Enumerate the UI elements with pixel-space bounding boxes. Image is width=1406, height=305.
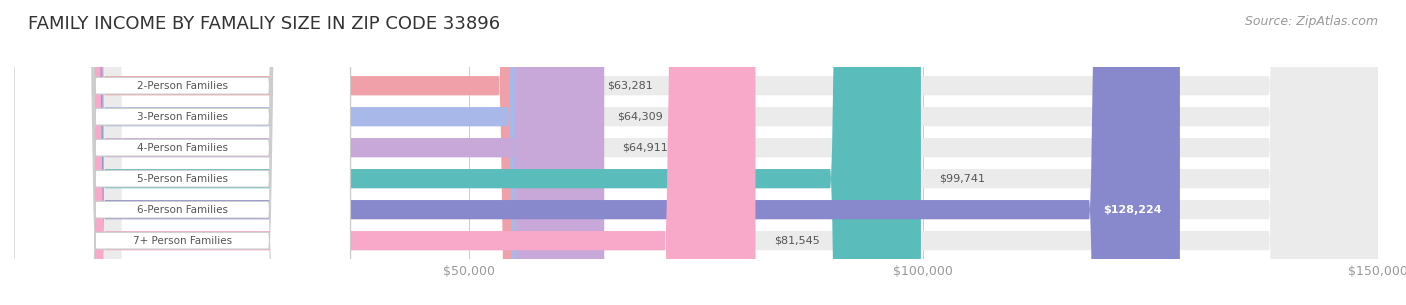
FancyBboxPatch shape — [14, 0, 350, 305]
Text: $64,309: $64,309 — [617, 112, 662, 122]
Text: $128,224: $128,224 — [1104, 205, 1161, 215]
FancyBboxPatch shape — [14, 0, 605, 305]
Text: 5-Person Families: 5-Person Families — [136, 174, 228, 184]
FancyBboxPatch shape — [14, 0, 1378, 305]
FancyBboxPatch shape — [14, 0, 1180, 305]
FancyBboxPatch shape — [14, 0, 755, 305]
FancyBboxPatch shape — [14, 0, 599, 305]
Text: 4-Person Families: 4-Person Families — [136, 143, 228, 153]
FancyBboxPatch shape — [14, 0, 1378, 305]
Text: 3-Person Families: 3-Person Families — [136, 112, 228, 122]
Text: $81,545: $81,545 — [773, 236, 820, 246]
FancyBboxPatch shape — [14, 0, 589, 305]
FancyBboxPatch shape — [14, 0, 350, 305]
Text: 2-Person Families: 2-Person Families — [136, 81, 228, 91]
FancyBboxPatch shape — [14, 0, 1378, 305]
FancyBboxPatch shape — [14, 0, 350, 305]
FancyBboxPatch shape — [14, 0, 1378, 305]
FancyBboxPatch shape — [14, 0, 350, 305]
FancyBboxPatch shape — [14, 0, 350, 305]
Text: $63,281: $63,281 — [607, 81, 654, 91]
Text: $99,741: $99,741 — [939, 174, 986, 184]
FancyBboxPatch shape — [14, 0, 1378, 305]
Text: Source: ZipAtlas.com: Source: ZipAtlas.com — [1244, 15, 1378, 28]
Text: 7+ Person Families: 7+ Person Families — [132, 236, 232, 246]
Text: 6-Person Families: 6-Person Families — [136, 205, 228, 215]
FancyBboxPatch shape — [14, 0, 921, 305]
FancyBboxPatch shape — [14, 0, 1378, 305]
FancyBboxPatch shape — [14, 0, 350, 305]
Text: $64,911: $64,911 — [623, 143, 668, 153]
Text: FAMILY INCOME BY FAMALIY SIZE IN ZIP CODE 33896: FAMILY INCOME BY FAMALIY SIZE IN ZIP COD… — [28, 15, 501, 33]
